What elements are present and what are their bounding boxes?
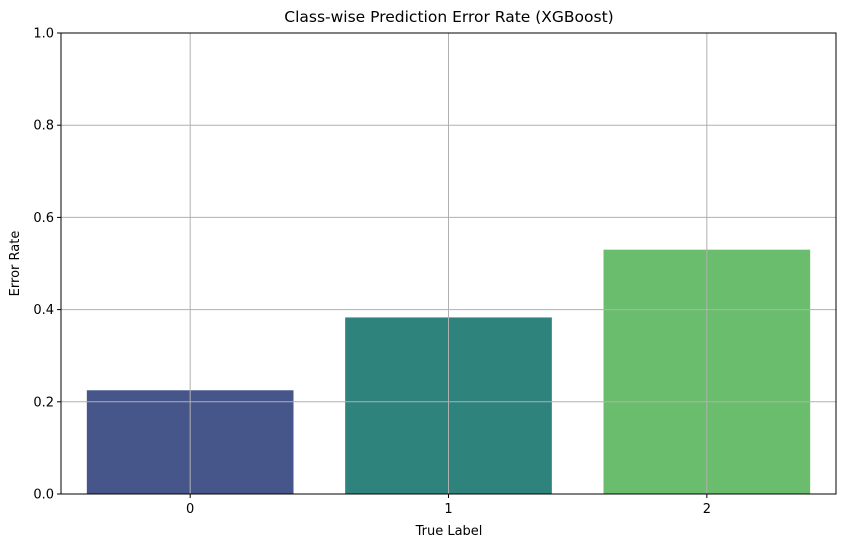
y-tick-label: 0.2 <box>33 395 54 410</box>
x-axis-title: True Label <box>415 524 483 539</box>
axis-ticks: 0.0 0.2 0.4 0.6 0.8 1.0 0 1 2 <box>33 27 711 518</box>
y-tick-label: 1.0 <box>33 27 54 42</box>
y-tick-label: 0.0 <box>33 488 54 503</box>
x-tick-label: 2 <box>703 502 711 517</box>
y-tick-label: 0.6 <box>33 211 54 226</box>
x-tick-label: 0 <box>186 502 194 517</box>
y-tick-label: 0.4 <box>33 303 54 318</box>
y-axis-title: Error Rate <box>8 231 23 297</box>
y-tick-label: 0.8 <box>33 119 54 134</box>
x-tick-label: 1 <box>444 502 452 517</box>
chart-title: Class-wise Prediction Error Rate (XGBoos… <box>284 8 613 26</box>
